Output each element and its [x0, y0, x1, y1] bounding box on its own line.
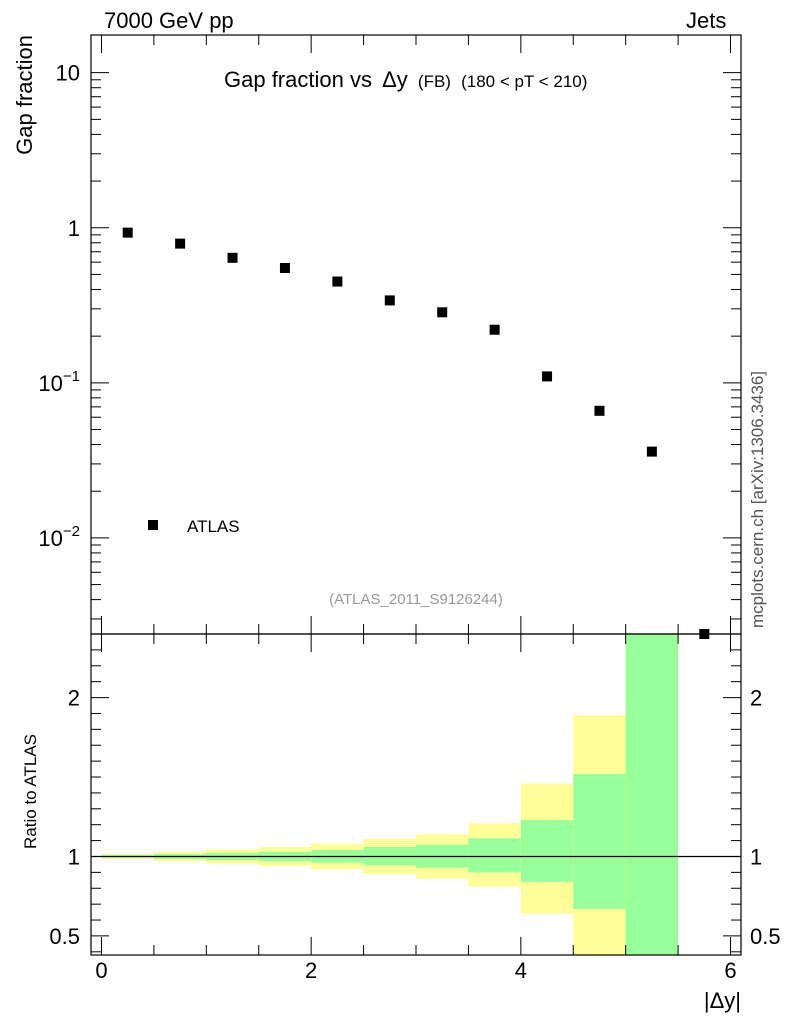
main-y-tick-label: 1 [68, 216, 80, 241]
main-y-tick-label: 10 [56, 61, 80, 86]
tick-exponent: −2 [63, 523, 80, 540]
x-tick-label: 2 [305, 958, 317, 983]
data-point-8 [542, 371, 553, 382]
green-band-9 [573, 773, 626, 909]
ratio-y-tick-label-left: 1 [68, 844, 80, 869]
reference-label: (ATLAS_2011_S9126244) [329, 591, 503, 608]
header-right: Jets [686, 8, 727, 33]
ratio-y-axis-title: Ratio to ATLAS [21, 734, 40, 849]
data-point-6 [437, 307, 448, 318]
ratio-y-tick-label-right: 1 [750, 844, 762, 869]
main-frame [90, 34, 742, 635]
tick-exponent: −1 [63, 368, 80, 385]
legend-label-atlas: ATLAS [187, 517, 240, 536]
x-tick-label: 0 [95, 958, 107, 983]
tick-base: 10 [38, 371, 62, 396]
data-point-5 [384, 295, 395, 306]
data-point-2 [227, 252, 238, 263]
tick-base: 10 [38, 526, 62, 551]
x-tick-label: 4 [515, 958, 527, 983]
main-y-tick-label: 10−1 [38, 368, 80, 396]
main-y-tick-label: 10−2 [38, 523, 80, 551]
green-band-10 [625, 634, 679, 955]
data-point-0 [122, 227, 133, 238]
data-point-11 [699, 629, 710, 639]
data-point-7 [489, 324, 500, 335]
data-point-10 [646, 446, 657, 457]
axis-ticks [91, 35, 741, 955]
data-point-9 [594, 405, 605, 416]
green-band-8 [520, 819, 574, 882]
tick-base: 10 [56, 61, 80, 86]
green-band-7 [468, 838, 521, 873]
x-axis-title: |Δy| [704, 988, 741, 1013]
data-point-1 [175, 238, 186, 249]
data-markers [122, 227, 710, 639]
ratio-y-tick-label-left: 0.5 [49, 924, 80, 949]
ratio-y-tick-label-left: 2 [68, 686, 80, 711]
ratio-y-tick-label-right: 0.5 [750, 924, 781, 949]
ratio-bands [91, 634, 741, 955]
legend-marker-atlas [148, 520, 158, 530]
data-point-3 [279, 263, 290, 274]
chart-title: Gap fraction vs Δy (FB) (180 < pT < 210) [224, 67, 587, 92]
main-y-axis-title: Gap fraction [12, 35, 37, 155]
ratio-y-tick-label-right: 2 [750, 686, 762, 711]
tick-base: 1 [68, 216, 80, 241]
data-point-4 [332, 276, 343, 287]
header-left: 7000 GeV pp [104, 8, 234, 33]
x-tick-label: 6 [724, 958, 736, 983]
